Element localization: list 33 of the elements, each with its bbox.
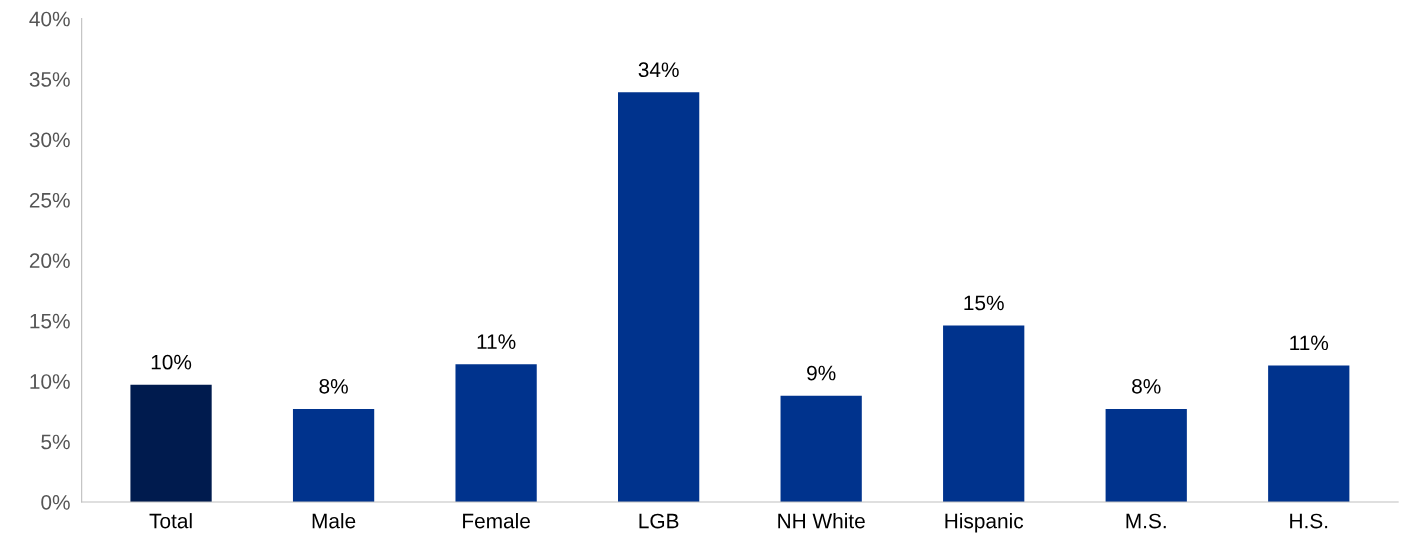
y-tick-label: 40% xyxy=(29,11,70,27)
data-label: 8% xyxy=(319,378,348,394)
x-tick-label: Total xyxy=(149,513,192,529)
y-tick-label: 0% xyxy=(41,494,70,510)
data-label: 10% xyxy=(151,354,192,370)
data-label: 34% xyxy=(638,62,679,78)
data-label: 11% xyxy=(1290,335,1329,351)
y-tick-label: 35% xyxy=(29,72,70,87)
data-label: 11% xyxy=(477,334,516,349)
x-tick-label: H.S. xyxy=(1290,513,1328,529)
bar xyxy=(292,408,375,502)
bar xyxy=(455,364,537,502)
bar xyxy=(780,395,862,502)
bar xyxy=(1105,408,1187,502)
bar xyxy=(130,384,212,502)
x-tick-label: Male xyxy=(312,513,356,529)
bar xyxy=(943,325,1025,502)
x-tick-label: NH White xyxy=(778,513,865,529)
data-label: 8% xyxy=(1132,378,1161,394)
x-tick-label: Female xyxy=(463,513,530,529)
y-tick-label: 15% xyxy=(30,313,70,329)
y-tick-label: 30% xyxy=(29,132,70,148)
x-tick-label: Hispanic xyxy=(945,513,1024,533)
data-label: 15% xyxy=(964,295,1004,311)
x-tick-label: M.S. xyxy=(1126,513,1166,529)
y-tick-label: 20% xyxy=(29,253,70,269)
bar xyxy=(618,92,700,502)
x-tick-label: LGB xyxy=(639,513,679,529)
data-label: 9% xyxy=(807,365,836,381)
bar xyxy=(1268,365,1350,502)
y-tick-label: 5% xyxy=(41,434,70,450)
y-tick-label: 10% xyxy=(30,374,70,389)
y-tick-label: 25% xyxy=(29,192,70,208)
